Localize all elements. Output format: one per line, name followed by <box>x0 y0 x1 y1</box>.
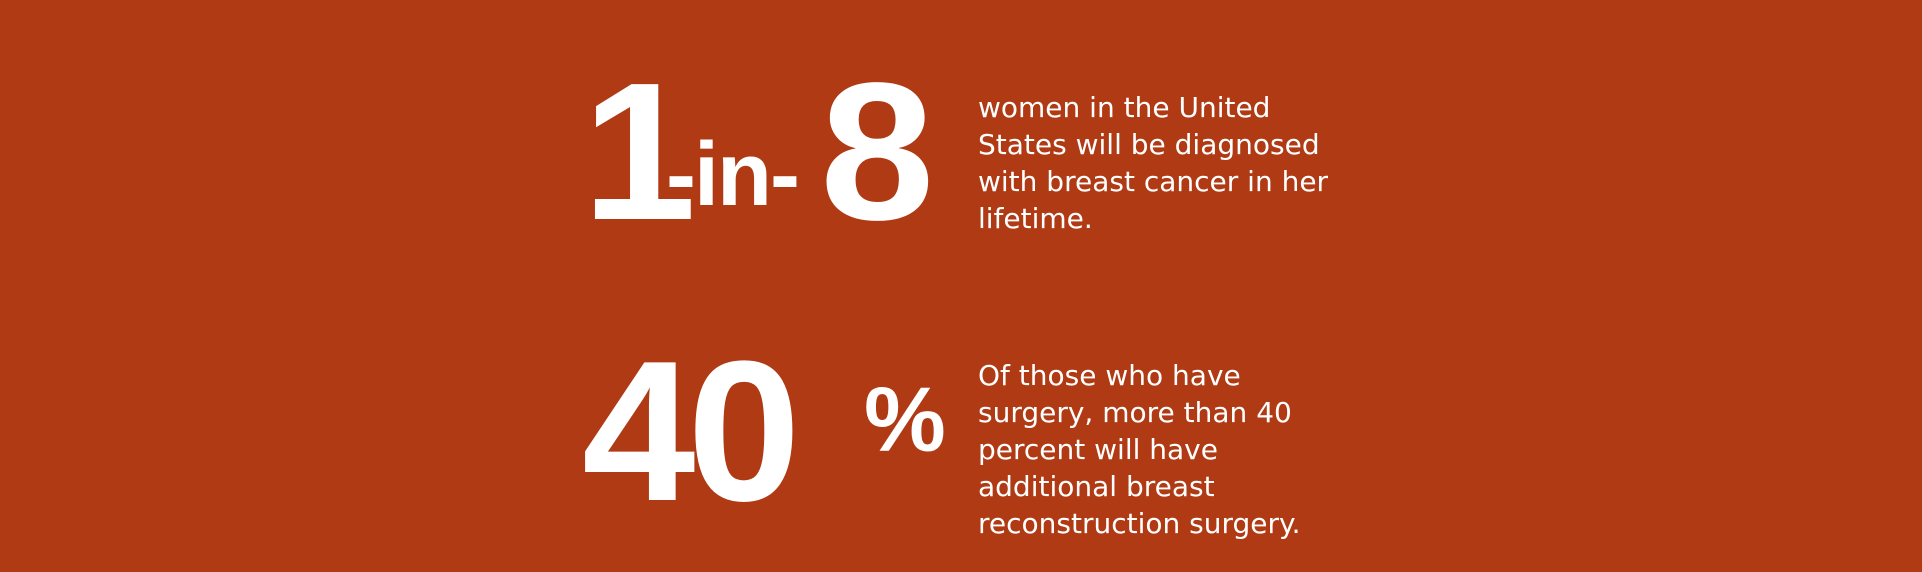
stat-one-in-eight-description: women in the United States will be diagn… <box>978 91 1329 235</box>
stat-figure-percent-sign: % <box>864 369 946 471</box>
stat-forty-percent: 40 % <box>582 310 962 532</box>
stat-figure-first: 1 <box>582 42 696 261</box>
stat-one-in-eight: 1 -in- 8 <box>582 40 942 250</box>
stat-figure-number: 40 <box>582 320 801 543</box>
stat-figure-last: 8 <box>820 42 934 261</box>
stat-figure-middle: -in- <box>666 125 800 225</box>
stat-forty-percent-description: Of those who have surgery, more than 40 … <box>978 359 1301 540</box>
